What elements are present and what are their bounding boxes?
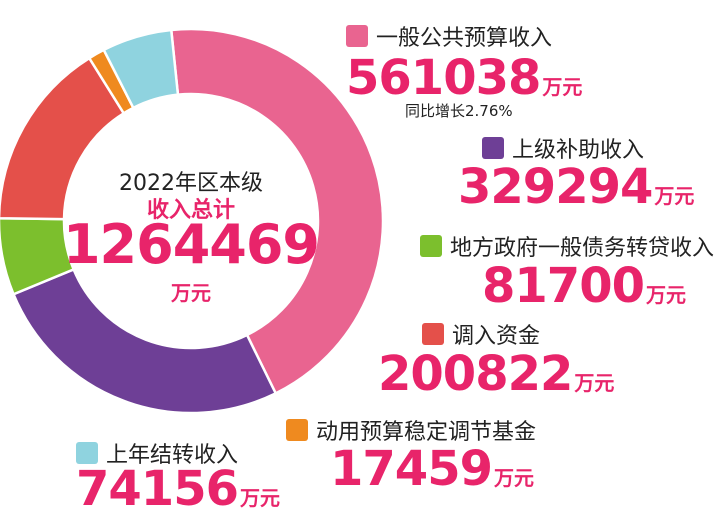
value-number: 81700 — [482, 258, 645, 314]
legend-upper-subsidy: 上级补助收入 — [482, 132, 644, 164]
legend-transfer-funds: 调入资金 — [422, 318, 540, 350]
legend-label: 地方政府一般债务转贷收入 — [450, 236, 715, 261]
legend-swatch — [346, 25, 368, 47]
legend-swatch — [420, 235, 442, 257]
legend-stabilization-fund: 动用预算稳定调节基金 — [286, 414, 536, 446]
legend-carryover: 上年结转收入 — [76, 437, 238, 469]
value-number: 329294 — [458, 159, 653, 215]
legend-label: 动用预算稳定调节基金 — [316, 420, 537, 445]
growth-note: 同比增长2.76% — [405, 102, 513, 120]
legend-swatch — [76, 442, 98, 464]
legend-value: 329294 万元 — [458, 163, 694, 211]
value-unit: 万元 — [574, 371, 615, 395]
legend-value: 81700 万元 — [482, 262, 686, 310]
legend-label: 调入资金 — [452, 324, 541, 349]
value-number: 561038 — [346, 50, 541, 106]
legend-label: 上年结转收入 — [106, 443, 239, 468]
legend-label: 上级补助收入 — [512, 138, 645, 163]
legend-value: 200822 万元 — [378, 350, 614, 398]
slice-carryover — [102, 28, 180, 110]
value-unit: 万元 — [646, 283, 686, 307]
value-unit: 万元 — [494, 466, 534, 490]
legend-value: 74156 万元 — [76, 465, 280, 513]
value-number: 200822 — [378, 346, 573, 402]
value-number: 17459 — [330, 441, 493, 497]
slice-upper-subsidy — [11, 267, 278, 415]
slice-general-budget — [169, 27, 385, 395]
value-unit: 万元 — [240, 486, 280, 510]
value-unit: 万元 — [542, 75, 583, 99]
legend-value: 561038 万元 — [346, 54, 582, 102]
center-year-label: 2022年区本级 — [119, 171, 263, 196]
legend-label: 一般公共预算收入 — [376, 26, 553, 51]
legend-swatch — [482, 137, 504, 159]
value-unit: 万元 — [654, 184, 695, 208]
value-number: 74156 — [76, 461, 239, 517]
center-total-unit: 万元 — [171, 281, 211, 305]
center-total-label: 收入总计 — [146, 198, 235, 223]
center-total-value: 1264469 — [62, 213, 320, 276]
legend-value: 17459 万元 — [330, 445, 534, 493]
legend-swatch — [422, 323, 444, 345]
legend-general-budget: 一般公共预算收入 561038 万元 — [346, 20, 582, 102]
legend-swatch — [286, 419, 308, 441]
legend-debt-transfer: 地方政府一般债务转贷收入 — [420, 230, 714, 262]
